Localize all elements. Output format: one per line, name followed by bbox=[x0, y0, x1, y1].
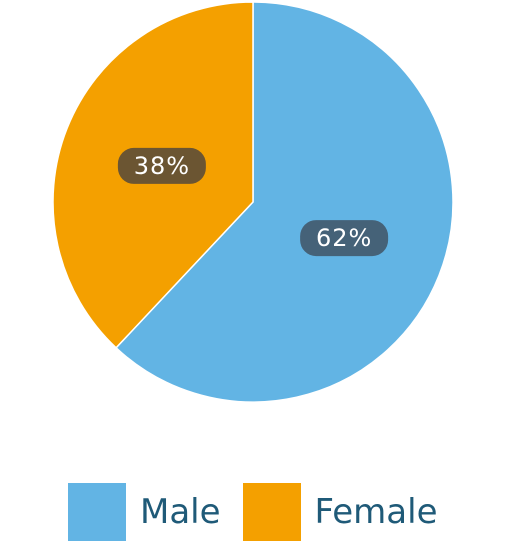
legend-label-male: Male bbox=[140, 492, 221, 532]
legend-item-male[interactable]: Male bbox=[68, 483, 221, 541]
pie-chart: 62% 38% bbox=[52, 1, 454, 403]
legend-swatch-female bbox=[242, 483, 301, 541]
data-label-female: 38% bbox=[117, 147, 206, 184]
legend-item-female[interactable]: Female bbox=[242, 483, 438, 541]
legend-swatch-male bbox=[68, 483, 126, 541]
data-label-text: 38% bbox=[134, 152, 190, 180]
legend: Male Female bbox=[68, 483, 459, 541]
data-label-male: 62% bbox=[300, 220, 389, 257]
legend-label-female: Female bbox=[314, 492, 438, 532]
data-label-text: 62% bbox=[316, 224, 372, 252]
data-label-bg bbox=[300, 220, 389, 257]
data-label-bg bbox=[117, 147, 206, 184]
pie-slice-male[interactable] bbox=[115, 1, 454, 403]
